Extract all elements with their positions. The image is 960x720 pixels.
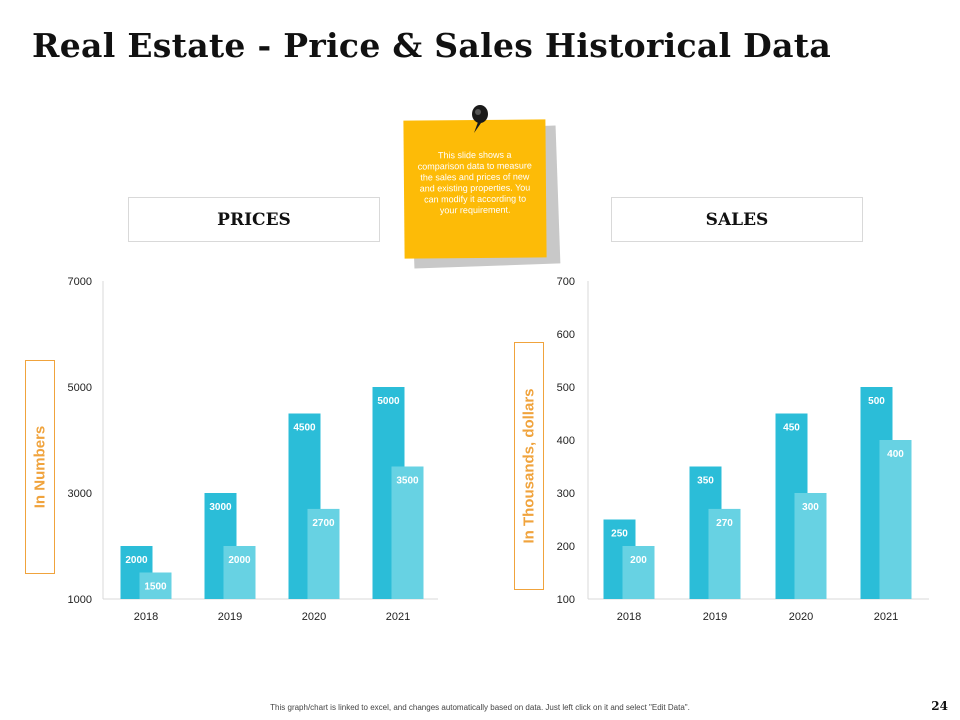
sales-x-tick-label: 2020 xyxy=(789,611,813,623)
prices-bar-series2 xyxy=(139,572,172,599)
prices-data-label: 2000 xyxy=(125,555,148,566)
page-number: 24 xyxy=(931,699,948,713)
prices-data-label: 4500 xyxy=(293,423,316,434)
sales-y-tick-label: 700 xyxy=(557,276,575,288)
prices-label: PRICES xyxy=(217,209,291,230)
pushpin-icon xyxy=(472,105,488,133)
prices-x-tick-label: 2018 xyxy=(134,611,158,623)
prices-data-label: 1500 xyxy=(144,582,167,593)
prices-bar-series2 xyxy=(223,546,256,599)
prices-x-tick-label: 2020 xyxy=(302,611,326,623)
prices-data-label: 3000 xyxy=(209,502,232,513)
sales-x-tick-label: 2018 xyxy=(617,611,641,623)
sales-data-label: 400 xyxy=(887,449,904,460)
sales-y-tick-label: 100 xyxy=(557,594,575,606)
prices-label-box: PRICES xyxy=(128,197,380,242)
sales-label-box: SALES xyxy=(611,197,863,242)
prices-data-label: 5000 xyxy=(377,396,400,407)
sales-x-tick-label: 2021 xyxy=(874,611,898,623)
sales-bar-series2 xyxy=(794,493,827,599)
sales-data-label: 500 xyxy=(868,396,885,407)
sales-bar-series2 xyxy=(879,440,912,599)
slide-title: Real Estate - Price & Sales Historical D… xyxy=(32,26,832,65)
sales-data-label: 300 xyxy=(802,502,819,513)
sales-y-tick-label: 600 xyxy=(557,329,575,341)
prices-data-label: 2000 xyxy=(228,555,251,566)
sales-data-label: 350 xyxy=(697,476,714,487)
sales-data-label: 450 xyxy=(783,423,800,434)
sales-bar-series2 xyxy=(708,508,741,599)
prices-y-tick-label: 7000 xyxy=(68,276,92,288)
sales-y-tick-label: 500 xyxy=(557,382,575,394)
prices-y-tick-label: 3000 xyxy=(68,488,92,500)
sales-data-label: 200 xyxy=(630,555,647,566)
prices-y-axis-title-box: In Numbers xyxy=(25,360,55,574)
prices-x-tick-label: 2021 xyxy=(386,611,410,623)
footer-note: This graph/chart is linked to excel, and… xyxy=(270,703,690,712)
sales-y-axis-title-box: In Thousands, dollars xyxy=(514,342,544,590)
prices-data-label: 3500 xyxy=(396,476,419,487)
sales-y-tick-label: 300 xyxy=(557,488,575,500)
prices-bar-series2 xyxy=(391,466,424,599)
sales-label: SALES xyxy=(705,209,769,230)
prices-x-tick-label: 2019 xyxy=(218,611,242,623)
sales-bar-series2 xyxy=(622,546,655,599)
sales-y-tick-label: 400 xyxy=(557,435,575,447)
sales-x-tick-label: 2019 xyxy=(703,611,727,623)
prices-y-tick-label: 5000 xyxy=(68,382,92,394)
sales-data-label: 250 xyxy=(611,529,628,540)
sales-y-tick-label: 200 xyxy=(557,541,575,553)
prices-bar-series2 xyxy=(307,508,340,599)
sales-data-label: 270 xyxy=(716,518,733,529)
prices-y-tick-label: 1000 xyxy=(68,594,92,606)
prices-data-label: 2700 xyxy=(312,518,335,529)
